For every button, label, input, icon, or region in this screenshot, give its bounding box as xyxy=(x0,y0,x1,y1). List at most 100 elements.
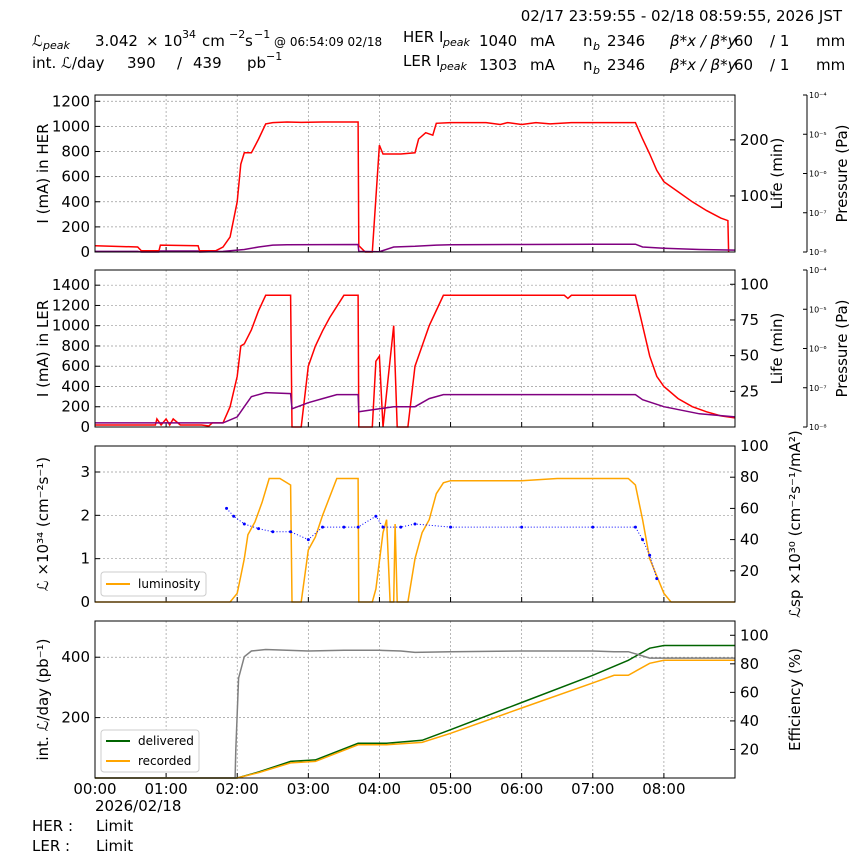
legend: luminosity xyxy=(100,571,207,597)
y2-tick-label: 20 xyxy=(740,740,759,758)
lpeak-unit-prefix: × 10 xyxy=(146,32,182,50)
x-tick-label: 00:00 xyxy=(73,780,116,798)
luminosity-line xyxy=(95,477,735,603)
pressure-tick-label: 10⁻⁶ xyxy=(809,345,827,354)
y-tick-label: 1000 xyxy=(52,117,90,135)
beta-her-y: / 1 xyxy=(770,32,789,50)
beta-unit-her: mm xyxy=(816,32,845,50)
specific-lumi-point xyxy=(321,525,325,529)
lpeak-sub: peak xyxy=(42,39,70,52)
x-tick-label: 04:00 xyxy=(358,780,401,798)
efficiency-line xyxy=(95,648,735,779)
y-tick-label: 1200 xyxy=(52,296,90,314)
specific-lumi-point xyxy=(655,577,659,581)
ler-current-panel: 0 200 400 600 800 1000 1200 1400 25 50 75 100 10⁻⁸ 10… xyxy=(34,266,851,436)
nb-label-ler: n xyxy=(583,56,593,74)
y2-tick-label: 50 xyxy=(740,347,759,365)
y2-tick-label: 20 xyxy=(740,562,759,580)
legend: delivered recorded xyxy=(100,729,200,773)
beta-ler-x: 60 xyxy=(734,56,753,74)
plot-frame xyxy=(94,269,736,428)
ler-status-label: LER : xyxy=(32,837,70,855)
intl-sep: / xyxy=(177,54,183,72)
legend-box xyxy=(100,571,207,597)
specific-lumi-point xyxy=(257,527,261,531)
y-tick-label: 3 xyxy=(80,463,90,481)
y-tick-label: 400 xyxy=(61,193,90,211)
nb-ler-value: 2346 xyxy=(607,56,645,74)
y2-tick-label: 40 xyxy=(740,712,759,730)
pressure-axis-label: Pressure (Pa) xyxy=(833,299,851,397)
lpeak-unit-exp2: −1 xyxy=(254,28,270,41)
x-tick-label: 06:00 xyxy=(500,780,543,798)
y-tick-label: 1400 xyxy=(52,276,90,294)
x-date-label: 2026/02/18 xyxy=(95,797,181,815)
y-axis-label: ℒ ×10³⁴ (cm⁻²s⁻¹) xyxy=(34,457,52,591)
her-ipeak-unit: mA xyxy=(530,32,556,50)
pressure-tick-label: 10⁻⁵ xyxy=(809,130,827,139)
her-ipeak-value: 1040 xyxy=(479,32,517,50)
lpeak-unit: cm xyxy=(202,32,225,50)
beta-label-her: β*x / β*y xyxy=(669,32,738,50)
y2-axis-label: Life (min) xyxy=(768,313,786,385)
lpeak-value: 3.042 xyxy=(95,32,138,50)
beta-ler-y: / 1 xyxy=(770,56,789,74)
plot-area xyxy=(95,270,735,427)
intl-unit: pb xyxy=(247,54,266,72)
y-tick-label: 600 xyxy=(61,357,90,375)
specific-lumi-point xyxy=(520,525,524,529)
y2-axis-label: Life (min) xyxy=(768,138,786,210)
y2-tick-label: 75 xyxy=(740,311,759,329)
luminosity-panel: 0 1 2 3 20 40 60 80 100 ℒ ×10³⁴ (cm⁻²s⁻¹) ℒsp ×10³… xyxy=(34,430,804,618)
y-tick-label: 800 xyxy=(61,143,90,161)
specific-lumi-point xyxy=(399,525,403,529)
current-line xyxy=(95,294,736,428)
her-ipeak-label: HER I xyxy=(403,28,443,46)
pressure-tick-label: 10⁻⁷ xyxy=(809,384,827,393)
intl-recorded: 390 xyxy=(127,54,156,72)
her-status-label: HER : xyxy=(32,817,73,835)
plot-frame xyxy=(94,445,736,603)
y-axis-label: I (mA) in LER xyxy=(34,300,52,397)
nb-her-value: 2346 xyxy=(607,32,645,50)
y-tick-label: 200 xyxy=(61,218,90,236)
lpeak-unit-exp1: −2 xyxy=(229,28,245,41)
specific-lumi-point xyxy=(271,530,275,534)
pressure-tick-label: 10⁻⁵ xyxy=(809,305,827,314)
y2-tick-label: 40 xyxy=(740,531,759,549)
intl-label: int. ℒ/day xyxy=(32,54,105,72)
x-tick-label: 01:00 xyxy=(144,780,187,798)
y-tick-label: 400 xyxy=(61,648,90,666)
y2-tick-label: 100 xyxy=(740,437,769,455)
specific-lumi-point xyxy=(342,525,346,529)
y-tick-label: 400 xyxy=(61,377,90,395)
legend-label-recorded: recorded xyxy=(138,754,191,768)
y-axis-label: int. ℒ/day (pb⁻¹) xyxy=(34,639,52,761)
beta-unit-ler: mm xyxy=(816,56,845,74)
footer: 2026/02/18 HER : Limit LER : Limit xyxy=(32,797,181,855)
integrated-luminosity-panel: 200 400 20 40 60 80 100 int. ℒ/day (pb⁻¹) Effici… xyxy=(34,620,804,798)
x-tick-label: 05:00 xyxy=(429,780,472,798)
y-tick-label: 0 xyxy=(80,243,90,261)
ler-ipeak-unit: mA xyxy=(530,56,556,74)
x-tick-label: 08:00 xyxy=(642,780,685,798)
lpeak-time: @ 06:54:09 02/18 xyxy=(274,35,382,49)
pressure-line xyxy=(95,243,736,253)
current-line xyxy=(94,121,730,253)
pressure-tick-label: 10⁻⁷ xyxy=(809,209,827,218)
header: 02/17 23:59:55 - 02/18 08:59:55, 2026 JS… xyxy=(32,7,845,77)
her-ipeak-sub: peak xyxy=(442,36,470,49)
y-tick-label: 1200 xyxy=(52,92,90,110)
lpeak-exp: 34 xyxy=(182,28,196,41)
pressure-tick-label: 10⁻⁸ xyxy=(809,248,827,257)
pressure-axis-label: Pressure (Pa) xyxy=(833,124,851,222)
intl-unit-exp: −1 xyxy=(266,50,282,63)
plot-area xyxy=(95,95,735,252)
pressure-tick-label: 10⁻⁴ xyxy=(809,91,827,100)
y-tick-label: 2 xyxy=(80,506,90,524)
y-tick-label: 1000 xyxy=(52,317,90,335)
y2-axis-label: ℒsp ×10³⁰ (cm⁻²s⁻¹/mA²) xyxy=(786,430,804,618)
nb-sub-her: b xyxy=(593,40,600,53)
y-tick-label: 200 xyxy=(61,709,90,727)
